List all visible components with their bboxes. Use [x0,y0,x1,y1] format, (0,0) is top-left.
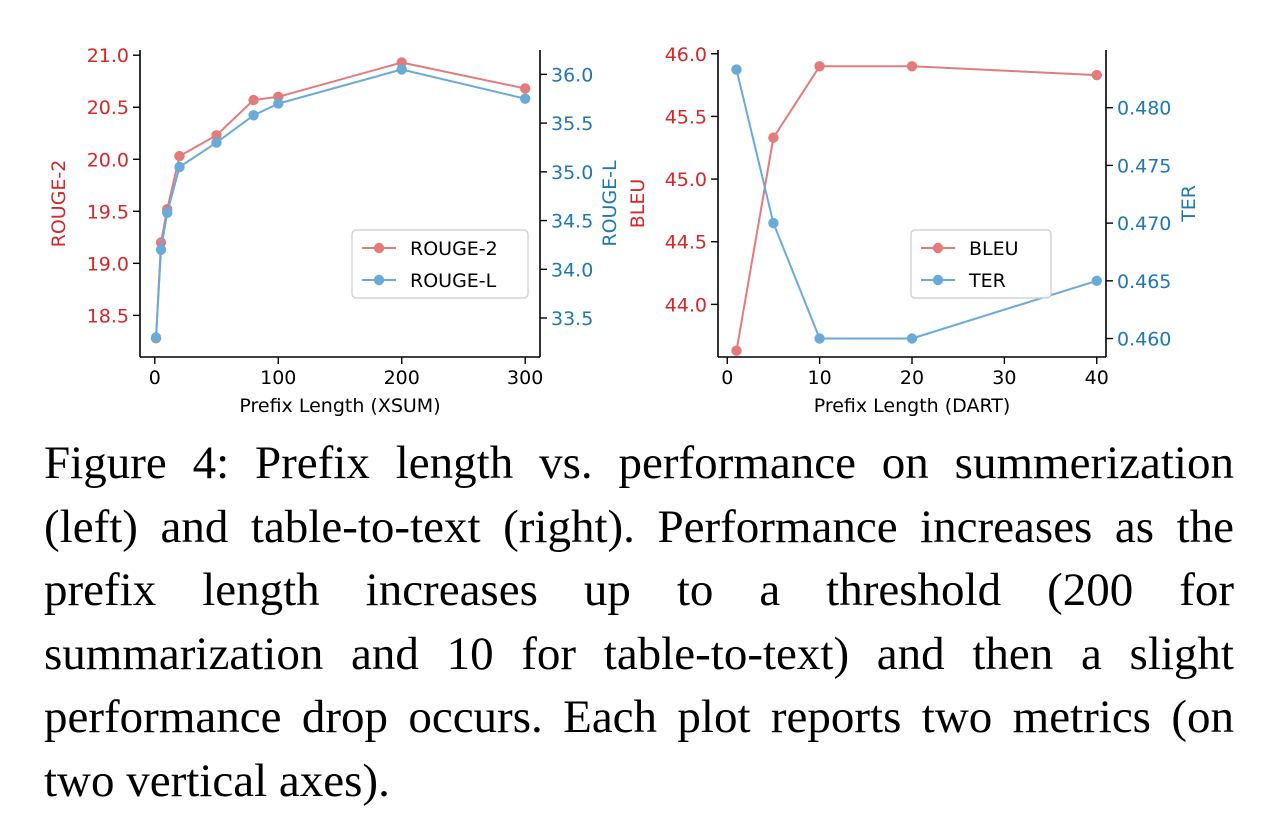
x-tick-label: 10 [808,367,832,389]
data-point-rouge-l [396,64,407,75]
right-axis-label: ROUGE-L [599,160,621,247]
data-point-rouge-l [155,244,167,255]
left-axis-label: ROUGE-2 [48,160,70,248]
x-tick-label: 100 [260,367,296,389]
data-point-rouge-l [150,332,162,343]
x-tick-label: 200 [384,367,420,389]
left-tick-label: 20.5 [87,97,129,119]
right-tick-label: 36.0 [551,64,593,86]
x-tick-label: 0 [149,367,161,389]
right-tick-label: 0.465 [1117,271,1171,293]
chart-table-to-text: 0 10 20 30 40 44.0 44.5 45.0 45.5 46.0 0.460 0.465 0… [627,44,1200,417]
left-tick-label: 19.0 [87,253,129,275]
right-tick-label: 0.470 [1117,213,1171,235]
data-point-rouge-l [520,93,531,104]
x-tick-label: 0 [721,367,733,389]
x-axis-label: Prefix Length (XSUM) [239,395,440,417]
series-line-bleu [735,65,1097,351]
right-axis-label: TER [1178,185,1200,223]
data-point-rouge-l [211,137,222,148]
left-tick-label: 21.0 [87,45,129,67]
data-point-ter [906,333,918,344]
data-point-ter [731,64,742,75]
left-tick-label: 19.5 [87,201,129,223]
data-point-bleu [768,132,779,143]
data-point-rouge-2 [174,150,185,162]
x-tick-label: 20 [900,367,924,389]
figure-caption: Figure 4: Prefix length vs. performance … [44,437,1234,807]
data-point-ter [814,333,825,344]
right-tick-label: 33.5 [551,308,593,330]
legend-entry-bleu: BLEU [969,238,1019,260]
data-point-bleu [814,61,825,72]
data-point-rouge-l [174,161,185,173]
left-tick-label: 45.5 [665,106,707,128]
x-tick-label: 40 [1085,367,1109,389]
chart-summarization: 0 100 200 300 18.5 19.0 19.5 20.0 20.5 21.0 33.5 34… [48,45,621,417]
left-tick-label: 44.5 [665,232,707,254]
legend-marker-bleu [932,242,944,254]
data-point-rouge-2 [520,83,531,94]
data-point-bleu [1091,69,1103,81]
left-axis-label: BLEU [627,179,649,229]
legend-entry-rouge-l: ROUGE-L [410,270,497,292]
legend-entry-rouge-2: ROUGE-2 [410,238,498,260]
x-tick-label: 300 [507,367,543,389]
legend-marker-rouge-l [373,274,385,286]
right-tick-label: 0.460 [1117,329,1171,351]
legend-marker-rouge-2 [373,242,385,254]
data-point-rouge-l [162,207,173,218]
data-point-ter [1091,275,1103,286]
right-tick-label: 0.480 [1117,98,1171,120]
right-tick-label: 35.0 [551,162,593,184]
data-point-rouge-l [248,110,259,121]
right-tick-label: 34.5 [551,211,593,233]
left-tick-label: 18.5 [87,305,129,327]
data-point-bleu [731,345,742,356]
right-tick-label: 34.0 [551,259,593,281]
data-point-rouge-l [273,98,284,109]
left-tick-label: 46.0 [665,44,707,66]
right-tick-label: 35.5 [551,113,593,135]
x-axis-label: Prefix Length (DART) [814,395,1011,417]
legend-entry-ter: TER [968,270,1006,292]
left-tick-label: 20.0 [87,149,129,171]
right-tick-label: 0.475 [1117,155,1171,177]
left-tick-label: 45.0 [665,169,707,191]
data-point-rouge-2 [248,94,259,106]
left-tick-label: 44.0 [665,294,707,316]
legend-marker-ter [932,274,944,286]
x-tick-label: 30 [992,367,1016,389]
data-point-bleu [906,61,918,72]
data-point-rouge-2 [211,130,222,141]
data-point-ter [768,217,779,229]
